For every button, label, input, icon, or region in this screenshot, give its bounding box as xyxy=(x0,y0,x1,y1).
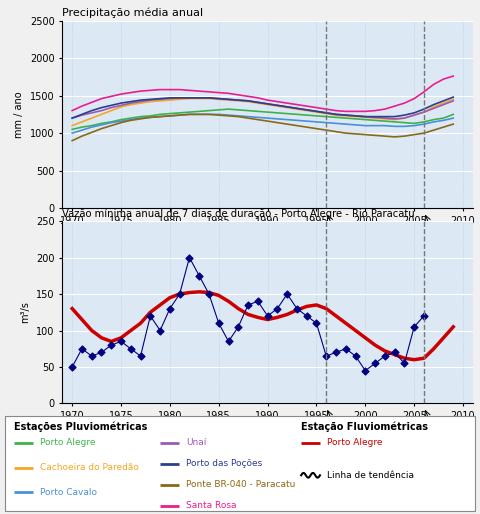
Text: Estação Fluviométricas: Estação Fluviométricas xyxy=(301,421,428,432)
Point xyxy=(342,344,349,353)
Point xyxy=(274,304,281,313)
Point xyxy=(97,348,105,357)
Point xyxy=(68,363,76,371)
Text: Unaí: Unaí xyxy=(186,438,206,448)
Point xyxy=(254,297,262,305)
Y-axis label: mm / ano: mm / ano xyxy=(14,91,24,138)
Text: Estações Pluviométricas: Estações Pluviométricas xyxy=(14,421,147,432)
Point xyxy=(391,348,398,357)
Point xyxy=(205,290,213,298)
Text: Ponte BR-040 - Paracatu: Ponte BR-040 - Paracatu xyxy=(186,480,295,489)
Point xyxy=(361,366,369,375)
Point xyxy=(215,319,223,327)
Text: Cachoeira do Paredão: Cachoeira do Paredão xyxy=(40,463,139,472)
Point xyxy=(401,359,408,368)
Point xyxy=(381,352,389,360)
Point xyxy=(166,304,174,313)
Text: Precipitação média anual: Precipitação média anual xyxy=(62,8,204,19)
Point xyxy=(293,304,301,313)
Point xyxy=(176,290,183,298)
Point xyxy=(283,290,291,298)
Point xyxy=(371,359,379,368)
Y-axis label: m³/s: m³/s xyxy=(21,301,31,323)
Text: Linha de tendência: Linha de tendência xyxy=(327,471,414,480)
Text: Vazão mínima anual de 7 dias de duração - Porto Alegre - Rio Paracatu: Vazão mínima anual de 7 dias de duração … xyxy=(62,208,415,219)
Text: Santa Rosa: Santa Rosa xyxy=(186,501,237,510)
Point xyxy=(352,352,360,360)
Point xyxy=(303,312,311,320)
Point xyxy=(88,352,96,360)
Point xyxy=(137,352,144,360)
Text: Porto das Poções: Porto das Poções xyxy=(186,460,262,468)
Point xyxy=(225,337,232,345)
Point xyxy=(420,312,428,320)
Point xyxy=(186,253,193,262)
Point xyxy=(234,323,242,331)
Point xyxy=(156,326,164,335)
Point xyxy=(332,348,340,357)
X-axis label: Ano: Ano xyxy=(257,427,278,437)
Point xyxy=(323,352,330,360)
Text: Porto Alegre: Porto Alegre xyxy=(40,438,96,448)
Point xyxy=(244,301,252,309)
Point xyxy=(312,319,320,327)
Point xyxy=(108,341,115,349)
Point xyxy=(195,271,203,280)
Text: Porto Alegre: Porto Alegre xyxy=(327,438,383,448)
Point xyxy=(146,312,154,320)
Text: 2006: 2006 xyxy=(436,240,458,249)
Text: 1996: 1996 xyxy=(338,437,361,446)
Point xyxy=(264,312,272,320)
Text: 1996: 1996 xyxy=(338,240,361,249)
Point xyxy=(127,344,135,353)
Point xyxy=(410,323,418,331)
Point xyxy=(78,344,86,353)
Point xyxy=(117,337,125,345)
Text: 2006: 2006 xyxy=(436,437,458,446)
Text: Porto Cavalo: Porto Cavalo xyxy=(40,488,97,497)
FancyBboxPatch shape xyxy=(5,416,475,511)
